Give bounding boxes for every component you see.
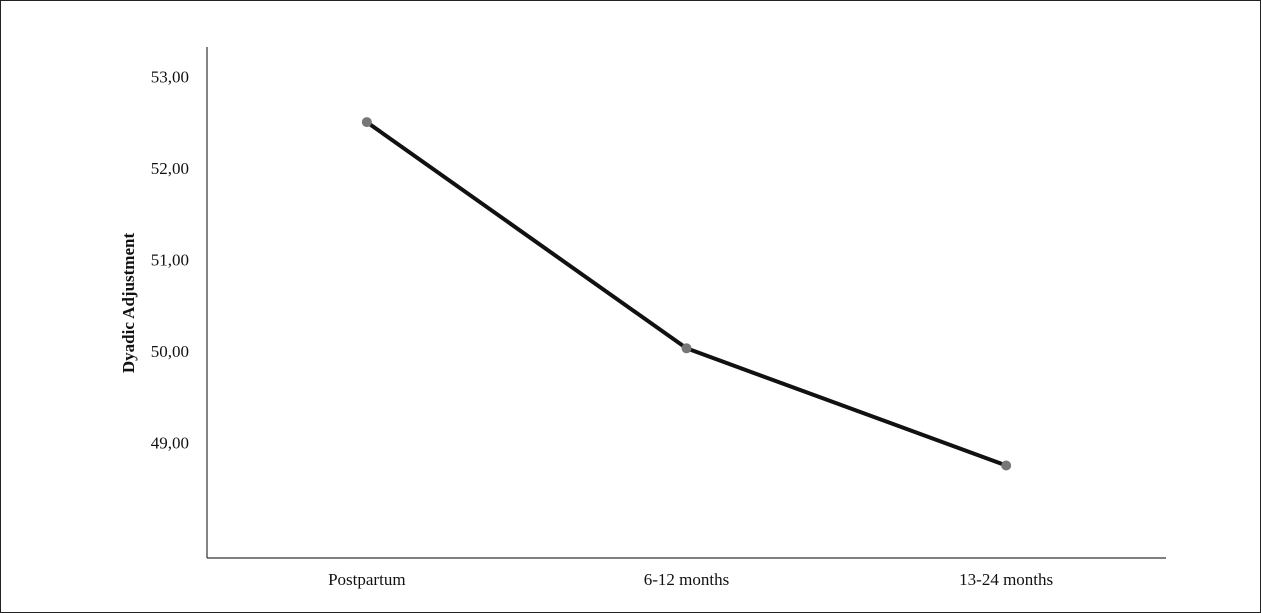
- y-tick-label: 49,00: [151, 434, 189, 453]
- x-tick-label: 13-24 months: [959, 570, 1053, 589]
- y-tick-label: 50,00: [151, 342, 189, 361]
- y-axis-ticks: 49,00 50,00 51,00 52,00 53,00: [151, 67, 189, 452]
- y-axis-title: Dyadic Adjustment: [119, 233, 138, 374]
- data-point: [361, 117, 372, 128]
- data-point: [681, 343, 692, 354]
- y-tick-label: 53,00: [151, 67, 189, 86]
- x-tick-label: Postpartum: [328, 570, 405, 589]
- x-tick-label: 6-12 months: [644, 570, 729, 589]
- data-point: [1001, 460, 1012, 471]
- x-axis-ticks: Postpartum 6-12 months 13-24 months: [328, 570, 1053, 589]
- axes: [206, 47, 1166, 559]
- series-lines: [365, 120, 1007, 468]
- series-line: [365, 120, 1007, 468]
- y-tick-label: 51,00: [151, 250, 189, 269]
- data-points: [361, 117, 1012, 471]
- y-tick-label: 52,00: [151, 159, 189, 178]
